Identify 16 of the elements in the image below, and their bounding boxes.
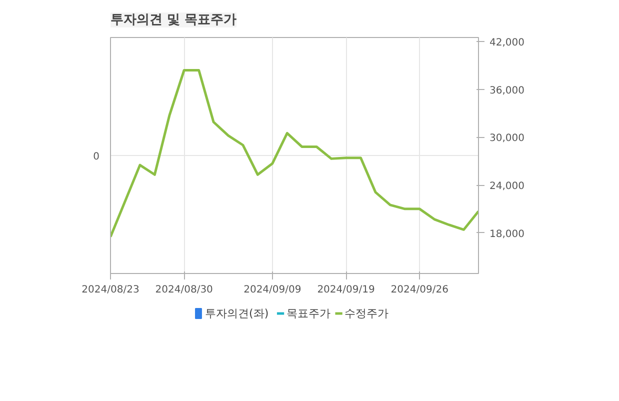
x-tick-label: 2024/09/19 [317, 284, 375, 296]
x-tick-label: 2024/08/30 [155, 284, 213, 296]
line-series [110, 68, 478, 238]
legend-label: 목표주가 [286, 307, 330, 320]
x-tick-label: 2024/09/26 [390, 284, 448, 296]
legend-label: 수정주가 [344, 307, 389, 320]
y2-tick-label: 30,000 [490, 133, 524, 144]
chart-title: 투자의견 및 목표주가 [110, 12, 237, 28]
y2-tick-label: 24,000 [490, 181, 524, 192]
text: 0 [93, 152, 100, 162]
x-tick-label: 2024/08/23 [82, 284, 140, 296]
legend-label: 투자의견(좌) [205, 307, 269, 320]
x-tick-label: 2024/09/09 [244, 284, 302, 296]
y2-tick-label: 36,000 [490, 85, 524, 96]
y2-tick-label: 42,000 [490, 37, 524, 48]
y2-tick-label: 18,000 [490, 228, 524, 240]
